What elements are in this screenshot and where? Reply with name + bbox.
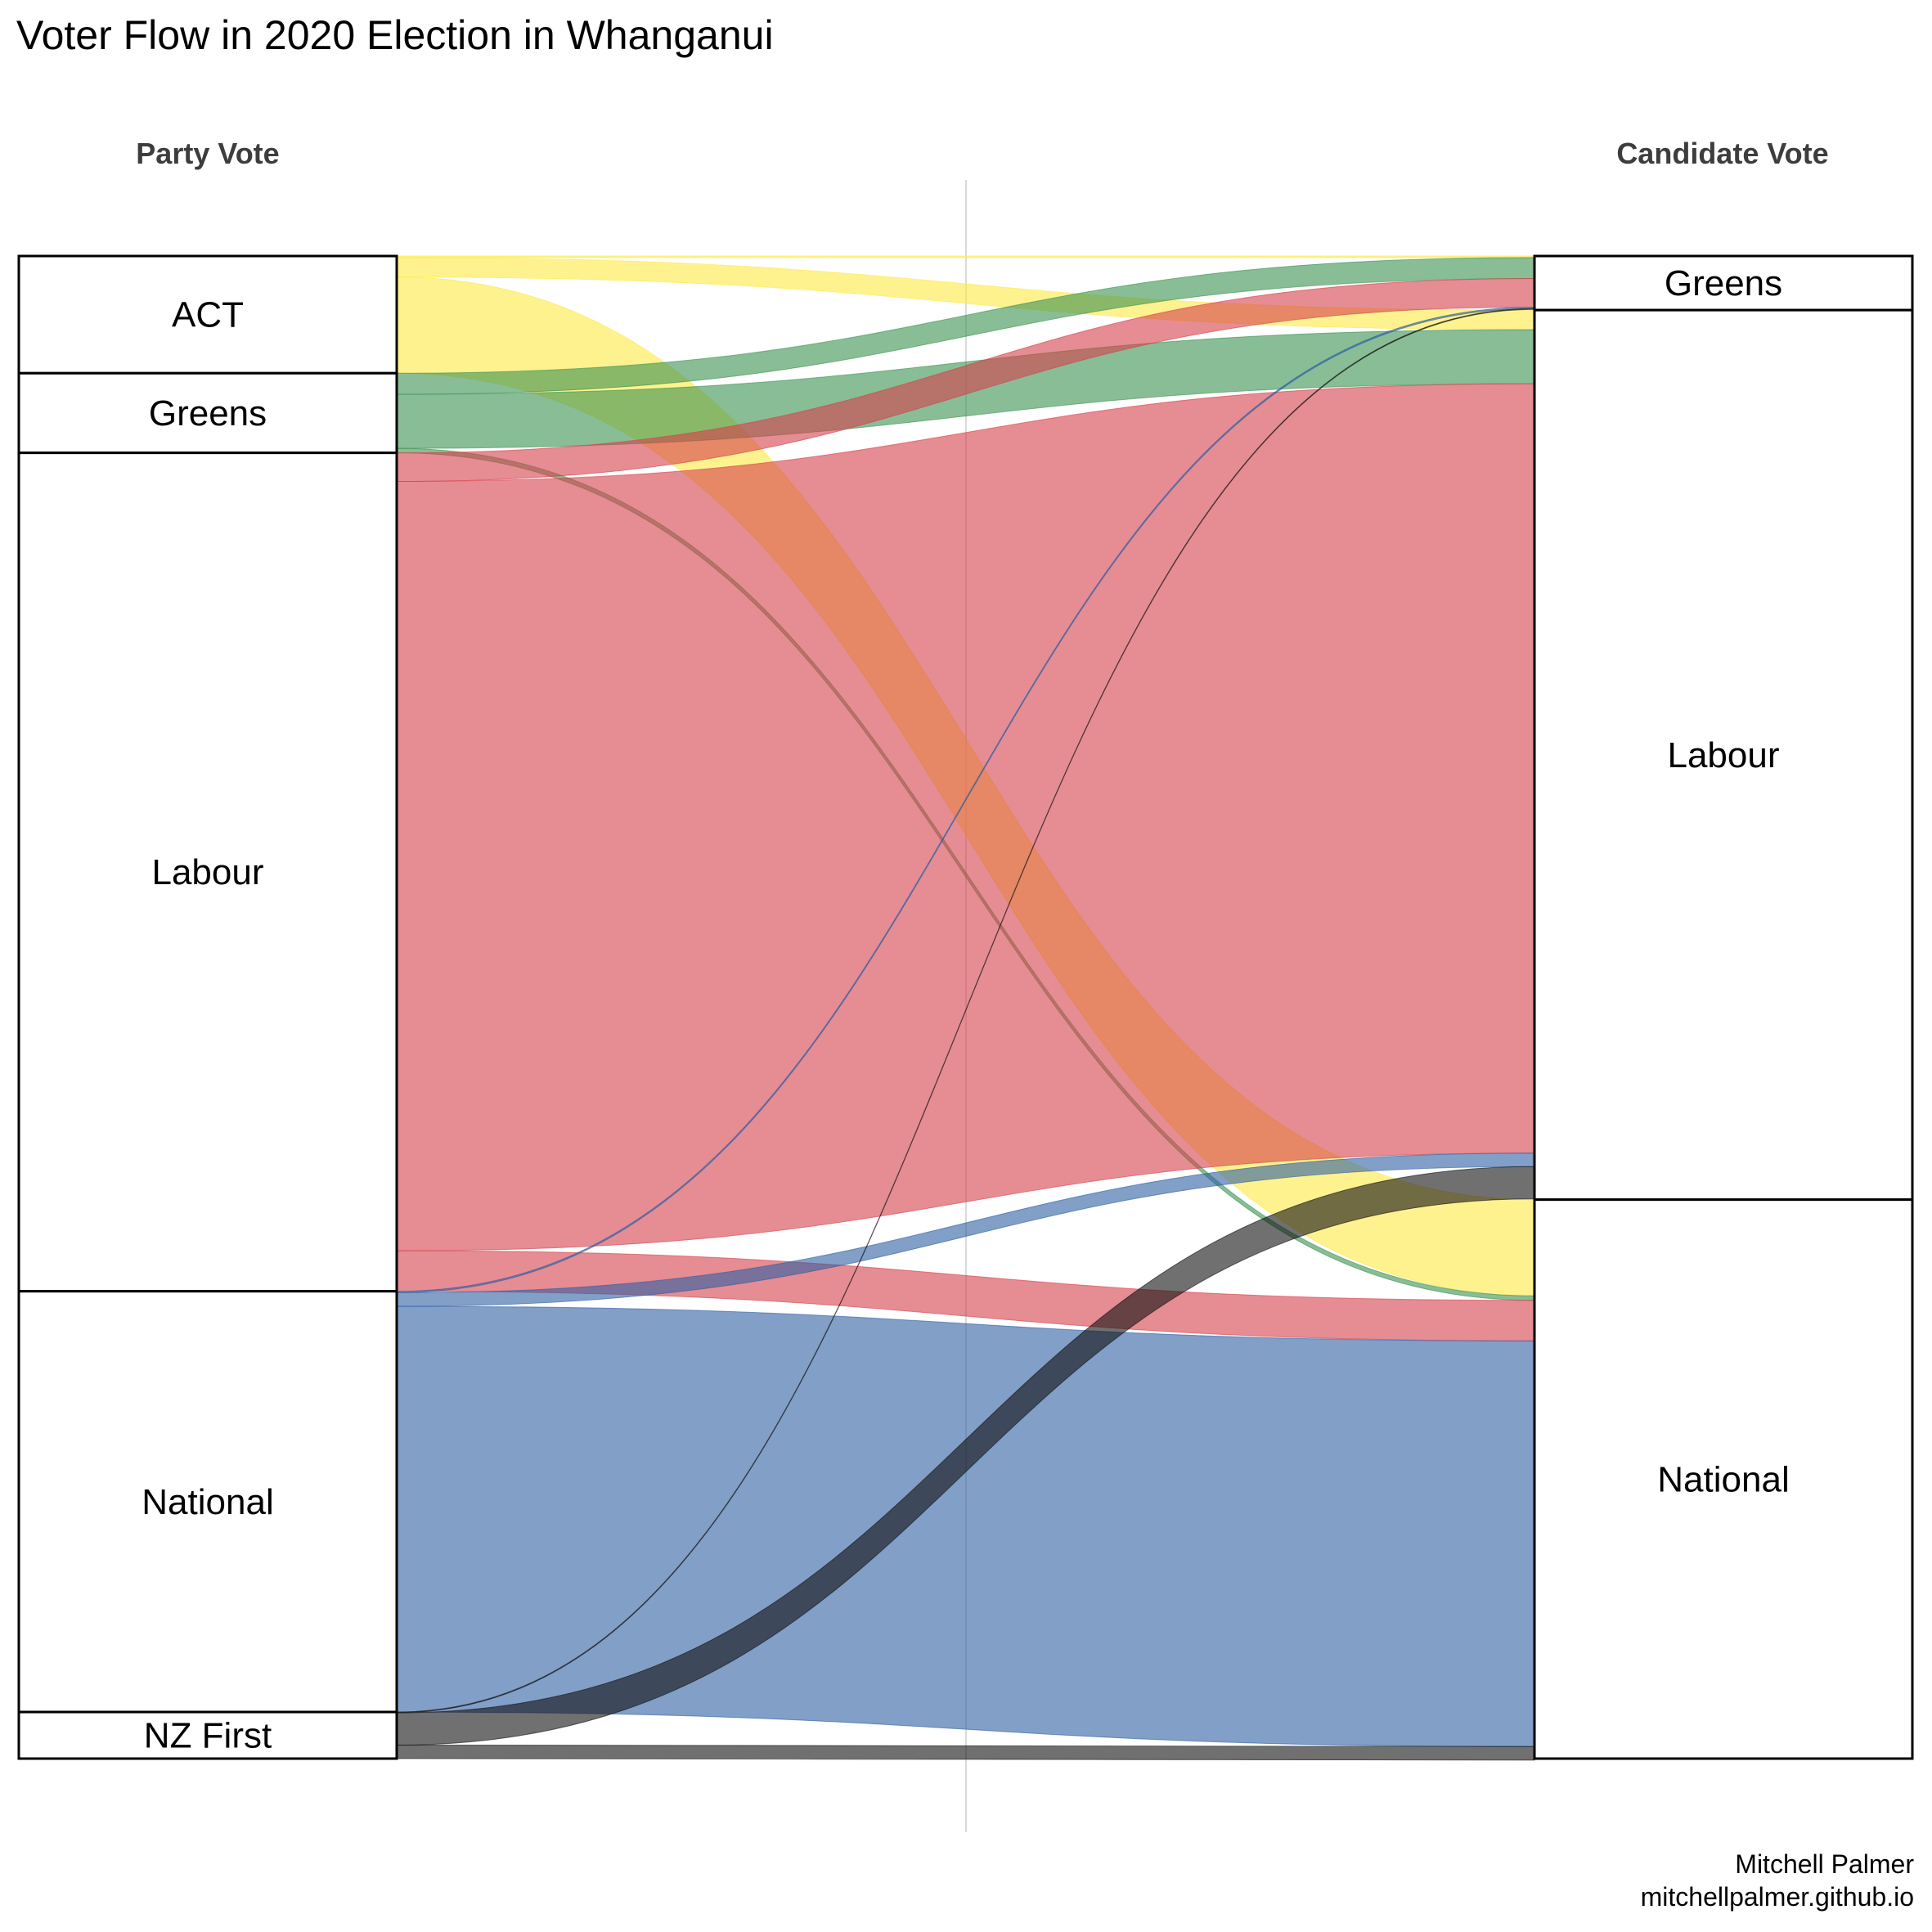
left-node-label-nz-first: NZ First <box>144 1716 272 1756</box>
flow-act-to-greens <box>396 255 1535 258</box>
flow-labour-to-labour <box>396 383 1535 1251</box>
right-node-labour <box>1533 308 1914 1202</box>
right-node-national <box>1533 1198 1914 1760</box>
left-node-label-greens: Greens <box>149 393 267 434</box>
flows-layer <box>396 255 1535 1761</box>
right-node-label-greens: Greens <box>1665 263 1782 303</box>
left-node-greens <box>17 371 398 455</box>
credit-url: mitchellpalmer.github.io <box>1641 1882 1914 1912</box>
left-node-label-national: National <box>142 1482 273 1522</box>
left-node-labour <box>17 452 398 1293</box>
left-node-national <box>17 1290 398 1714</box>
left-axis-header: Party Vote <box>136 137 279 170</box>
right-axis-header: Candidate Vote <box>1616 137 1828 170</box>
credit-name: Mitchell Palmer <box>1735 1849 1914 1879</box>
left-node-nz-first <box>17 1710 398 1760</box>
flow-national-to-national <box>396 1305 1535 1747</box>
right-node-label-national: National <box>1657 1459 1789 1499</box>
right-node-greens <box>1533 254 1914 312</box>
right-node-label-labour: Labour <box>1667 735 1779 775</box>
left-node-label-act: ACT <box>172 295 244 335</box>
chart-title: Voter Flow in 2020 Election in Whanganui <box>16 12 774 58</box>
left-node-label-labour: Labour <box>151 852 263 892</box>
flow-nz-first-to-national <box>396 1744 1535 1761</box>
nodes-layer: ACT Greens Labour National NZ First Greens Lab… <box>17 254 1914 1760</box>
